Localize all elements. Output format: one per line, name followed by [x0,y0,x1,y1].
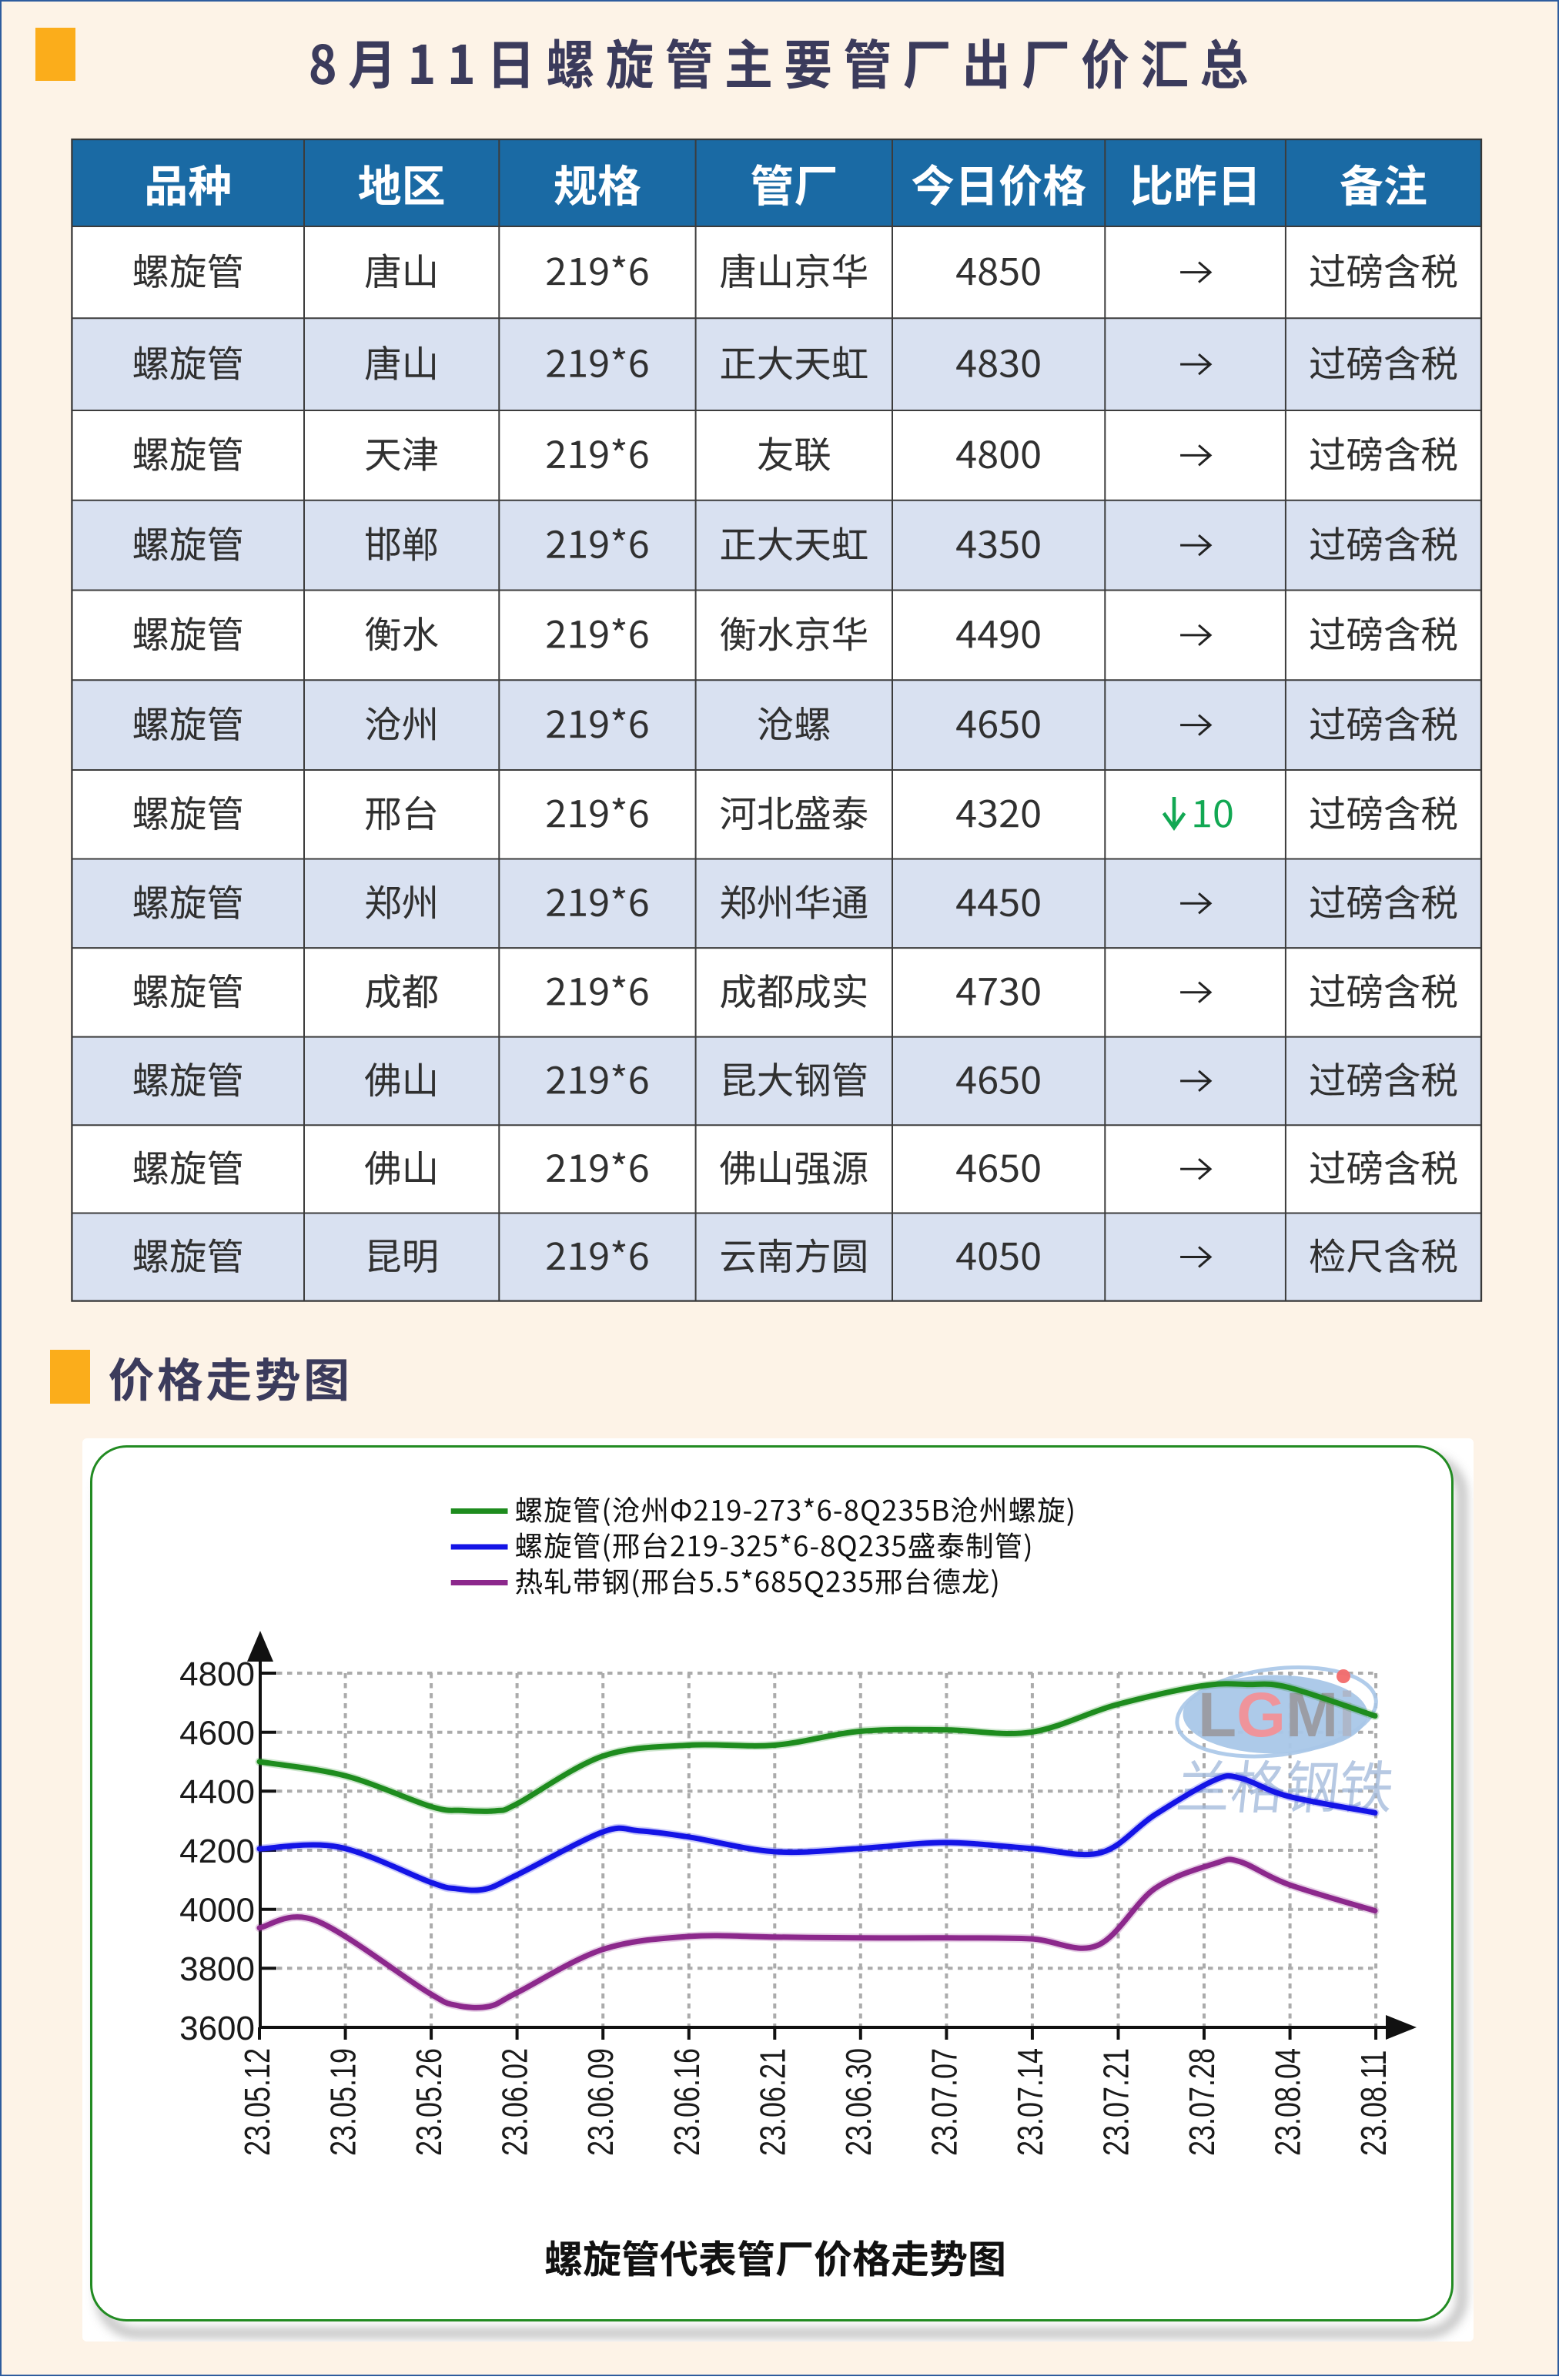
svg-text:4000: 4000 [179,1892,255,1930]
svg-text:23.07.14: 23.07.14 [1011,2048,1050,2156]
svg-text:3600: 3600 [179,2010,255,2047]
svg-text:23.08.04: 23.08.04 [1268,2048,1307,2156]
svg-text:4200: 4200 [179,1833,255,1870]
svg-text:23.07.07: 23.07.07 [925,2048,964,2156]
svg-text:3800: 3800 [179,1950,255,1988]
svg-text:4600: 4600 [179,1715,255,1752]
svg-text:4400: 4400 [179,1773,255,1811]
svg-text:23.06.16: 23.06.16 [667,2048,707,2156]
svg-text:23.06.21: 23.06.21 [753,2048,792,2156]
svg-text:23.06.09: 23.06.09 [581,2048,621,2156]
svg-text:4800: 4800 [179,1655,255,1693]
svg-text:23.06.02: 23.06.02 [495,2048,534,2156]
svg-text:23.06.30: 23.06.30 [839,2048,878,2156]
svg-text:23.07.21: 23.07.21 [1096,2048,1136,2156]
svg-text:23.05.19: 23.05.19 [323,2048,363,2156]
svg-text:23.07.28: 23.07.28 [1183,2048,1222,2156]
svg-text:23.08.11: 23.08.11 [1354,2050,1393,2156]
svg-text:23.05.12: 23.05.12 [238,2048,277,2156]
svg-text:23.05.26: 23.05.26 [410,2048,449,2156]
svg-text:LGMi: LGMi [1198,1680,1356,1750]
